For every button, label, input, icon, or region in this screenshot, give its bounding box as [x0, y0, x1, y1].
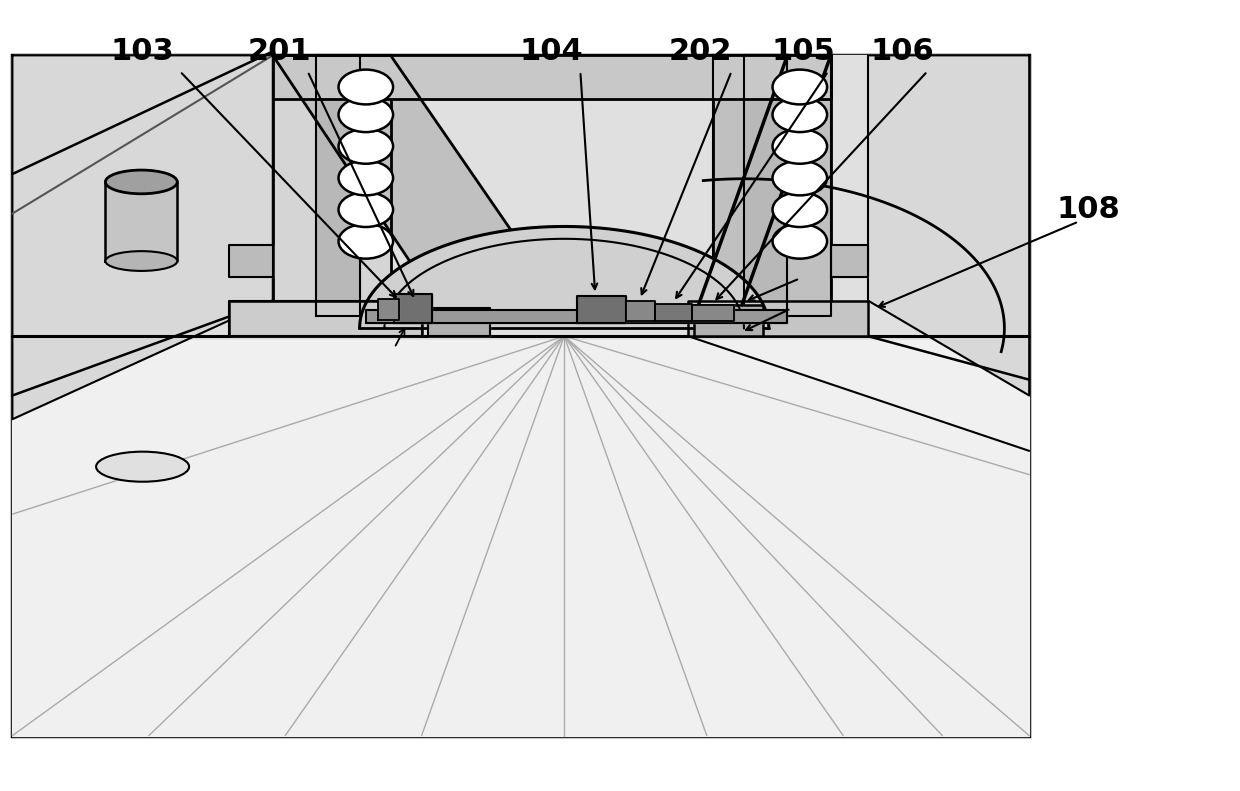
Polygon shape	[713, 55, 831, 316]
Circle shape	[339, 97, 393, 132]
Polygon shape	[713, 55, 831, 316]
Polygon shape	[744, 55, 787, 316]
Polygon shape	[273, 55, 831, 99]
Text: 104: 104	[520, 37, 584, 66]
Polygon shape	[626, 301, 655, 321]
Text: 105: 105	[771, 37, 836, 66]
Polygon shape	[577, 296, 626, 323]
Bar	[12, 55, 1029, 736]
Text: 108: 108	[1056, 195, 1121, 224]
Polygon shape	[394, 294, 432, 323]
Circle shape	[773, 129, 827, 164]
Polygon shape	[316, 55, 360, 316]
Circle shape	[339, 224, 393, 259]
Polygon shape	[12, 55, 273, 419]
Polygon shape	[105, 182, 177, 261]
Text: 202: 202	[668, 37, 733, 66]
Ellipse shape	[97, 452, 188, 482]
Circle shape	[773, 97, 827, 132]
Text: 103: 103	[110, 37, 175, 66]
Circle shape	[773, 192, 827, 227]
Polygon shape	[229, 301, 422, 336]
Polygon shape	[831, 245, 868, 277]
Circle shape	[773, 70, 827, 104]
Circle shape	[339, 161, 393, 195]
Ellipse shape	[105, 170, 177, 194]
Circle shape	[773, 224, 827, 259]
Polygon shape	[428, 308, 490, 336]
Polygon shape	[273, 55, 570, 316]
Circle shape	[339, 192, 393, 227]
Polygon shape	[12, 55, 1029, 340]
Circle shape	[339, 129, 393, 164]
Polygon shape	[366, 310, 787, 323]
Polygon shape	[692, 305, 734, 321]
Polygon shape	[360, 226, 769, 328]
Polygon shape	[868, 55, 1029, 396]
Polygon shape	[688, 301, 868, 336]
Polygon shape	[229, 301, 422, 336]
Polygon shape	[229, 245, 273, 277]
Ellipse shape	[105, 251, 177, 271]
Circle shape	[339, 70, 393, 104]
Polygon shape	[655, 304, 692, 321]
Polygon shape	[12, 340, 1029, 736]
Polygon shape	[694, 305, 763, 336]
Text: 201: 201	[247, 37, 311, 66]
Text: 106: 106	[870, 37, 935, 66]
Polygon shape	[273, 55, 391, 316]
Circle shape	[773, 161, 827, 195]
Polygon shape	[378, 299, 399, 320]
